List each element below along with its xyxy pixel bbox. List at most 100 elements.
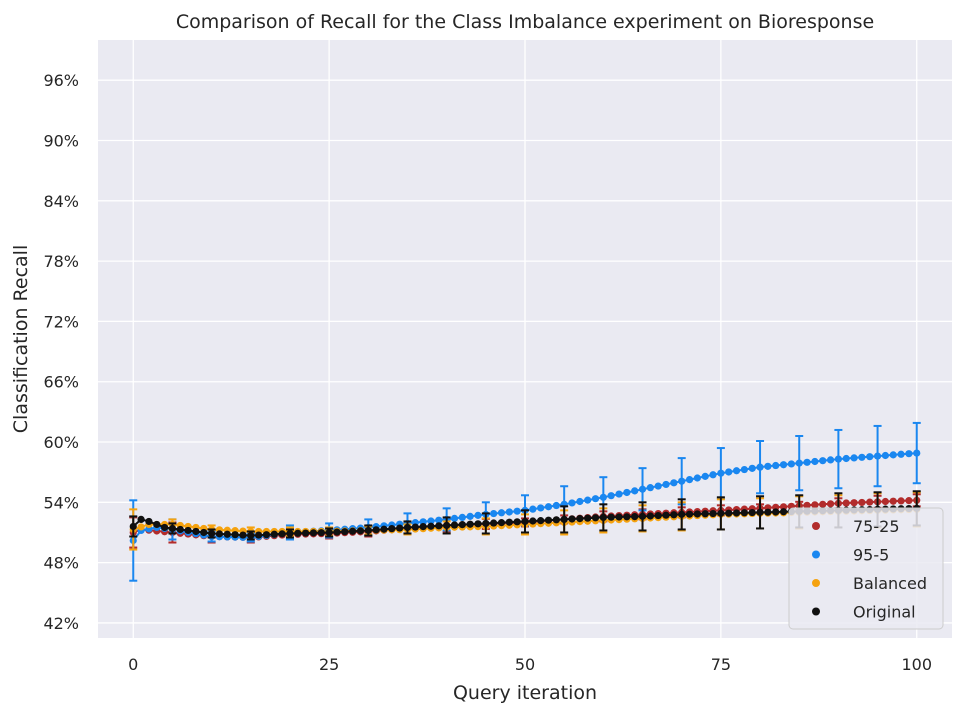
data-point (544, 516, 553, 524)
data-point (638, 485, 647, 493)
data-point (709, 471, 717, 479)
data-point (701, 510, 709, 518)
data-point (584, 514, 592, 522)
y-tick-label: 84% (43, 192, 79, 211)
data-point (803, 458, 811, 466)
x-axis-label: Query iteration (453, 682, 597, 704)
data-point (255, 531, 263, 539)
data-point (200, 528, 208, 537)
legend-marker-95-5 (812, 550, 820, 559)
data-point (779, 461, 788, 469)
data-point (584, 496, 592, 504)
data-point (208, 529, 216, 538)
data-point (450, 521, 459, 529)
data-point (490, 519, 498, 527)
data-point (458, 521, 466, 529)
data-point (278, 530, 286, 538)
data-point (717, 469, 725, 477)
series-layer (129, 421, 921, 582)
data-point (513, 507, 521, 515)
data-point (748, 464, 756, 472)
data-point (137, 523, 145, 531)
data-point (678, 510, 686, 518)
data-point (396, 524, 404, 532)
x-tick-label: 100 (901, 655, 932, 674)
data-point (842, 499, 850, 507)
data-point (341, 528, 349, 536)
data-point (333, 528, 341, 536)
data-point (623, 513, 631, 521)
data-point (599, 513, 607, 521)
legend-label-75-25: 75-25 (853, 517, 900, 536)
data-point (537, 517, 545, 525)
data-point (725, 509, 733, 517)
data-point (881, 497, 890, 506)
data-point (842, 454, 850, 463)
data-point (474, 511, 482, 519)
data-point (192, 527, 200, 536)
data-point (897, 497, 905, 505)
data-point (466, 512, 474, 520)
legend-box (788, 507, 944, 630)
data-point (858, 498, 866, 507)
data-point (505, 518, 513, 526)
legend-label-balanced: Balanced (853, 574, 927, 593)
data-point (497, 519, 506, 527)
data-point (443, 521, 451, 530)
data-point (435, 516, 443, 524)
data-point (427, 522, 435, 530)
data-point (826, 456, 835, 464)
legend-marker-original (812, 607, 820, 616)
data-point (889, 497, 897, 505)
data-point (576, 497, 584, 506)
data-point (670, 479, 678, 487)
data-point (850, 454, 858, 462)
data-point (787, 460, 795, 468)
y-axis-label: Classification Recall (10, 245, 32, 433)
data-point (380, 525, 388, 533)
data-point (740, 465, 748, 474)
data-point (826, 500, 835, 508)
legend-marker-balanced (812, 579, 820, 587)
data-point (309, 529, 318, 537)
data-point (654, 511, 662, 520)
data-point (646, 484, 654, 492)
data-point (262, 531, 271, 539)
data-point (145, 517, 153, 526)
data-point (913, 449, 921, 457)
x-tick-label: 25 (319, 655, 339, 674)
data-point (247, 531, 255, 540)
data-point (419, 523, 427, 531)
data-point (137, 515, 145, 524)
data-point (764, 508, 772, 516)
data-point (772, 461, 780, 470)
data-point (623, 488, 631, 497)
y-tick-label: 96% (43, 71, 79, 90)
y-tick-label: 78% (43, 252, 79, 271)
data-point (529, 505, 537, 513)
data-point (646, 512, 654, 520)
data-point (497, 509, 506, 517)
data-point (388, 525, 396, 533)
data-point (889, 451, 897, 459)
data-point (403, 523, 412, 532)
data-point (834, 455, 842, 463)
data-point (482, 519, 490, 528)
data-point (302, 529, 310, 537)
data-point (176, 525, 184, 534)
data-point (364, 526, 372, 535)
x-axis-ticks: 0 25 50 75 100 (128, 655, 932, 674)
data-point (850, 499, 858, 507)
data-point (411, 523, 419, 531)
data-point (795, 459, 803, 467)
data-point (356, 527, 365, 535)
data-point (521, 517, 529, 526)
data-point (717, 509, 725, 517)
data-point (819, 500, 827, 508)
data-point (897, 450, 905, 458)
data-point (662, 511, 670, 519)
data-point (239, 531, 247, 539)
data-point (811, 501, 819, 509)
legend-marker-75-25 (812, 522, 820, 530)
data-point (576, 515, 584, 523)
